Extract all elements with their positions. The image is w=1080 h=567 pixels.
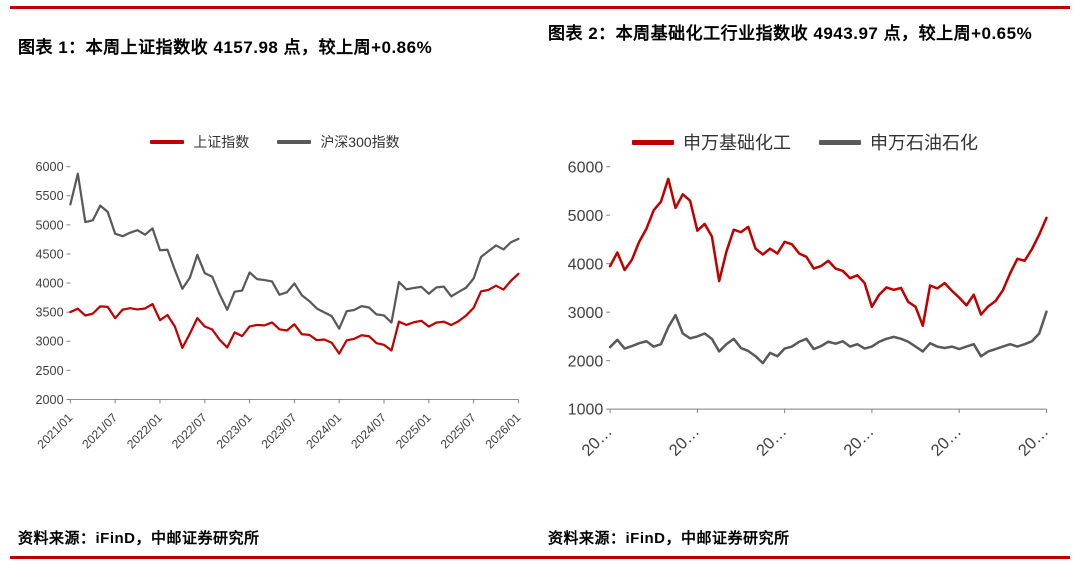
legend-swatch-shanghai-composite [150, 140, 185, 144]
legend-swatch-csi-300 [277, 140, 312, 144]
series-line-sw-petroleum-petrochemicals [608, 310, 1048, 365]
y-axis-tick-label: 3500 [36, 306, 64, 320]
x-axis-tick-label: 20… [578, 423, 615, 460]
figure-2-source: 资料来源：iFinD，中邮证券研究所 [548, 530, 790, 547]
x-axis-tick-label: 2024/07 [348, 410, 389, 451]
y-axis-tick-label: 2000 [568, 353, 604, 370]
x-axis-tick-label: 2025/01 [393, 410, 434, 451]
figure-1-column: 图表 1：本周上证指数收 4157.98 点，较上周+0.86% 上证指数 沪深3… [10, 15, 540, 550]
y-axis-tick-label: 5500 [36, 189, 64, 203]
x-axis-tick-label: 2025/07 [438, 410, 479, 451]
x-axis-tick-label: 20… [928, 423, 965, 460]
series-line-sw-basic-chemicals [608, 177, 1048, 328]
series-line-csi-300 [69, 172, 520, 330]
y-axis-tick-label: 2000 [36, 393, 64, 407]
y-axis-tick-label: 4500 [36, 247, 64, 261]
x-axis-tick-label: 2023/01 [214, 410, 255, 451]
line-chart-svg: 2000 2500 3000 3500 4000 4500 5000 5500 6000 2021… [35, 160, 524, 451]
legend-label-csi-300: 沪深300指数 [320, 134, 400, 150]
y-axis-tick-label: 5000 [568, 208, 604, 225]
x-axis-tick-label: 2026/01 [483, 410, 524, 451]
figure-1-title: 图表 1：本周上证指数收 4157.98 点，较上周+0.86% [18, 38, 433, 57]
figure-1-plot-area: 2000 2500 3000 3500 4000 4500 5000 5500 6000 2021… [18, 157, 532, 463]
legend-label-sw-basic-chemicals: 申万基础化工 [683, 133, 791, 153]
x-axis-tick-label: 2023/07 [259, 410, 300, 451]
y-axis-tick-label: 6000 [36, 160, 64, 174]
y-axis-tick-label: 4000 [36, 276, 64, 290]
figure-2-legend: 申万基础化工 申万石油石化 [548, 129, 1062, 155]
top-red-rule [10, 6, 1070, 9]
bottom-red-rule [10, 556, 1070, 559]
figure-2-title: 图表 2：本周基础化工行业指数收 4943.97 点，较上周+0.65% [548, 24, 1033, 43]
x-axis-tick-label: 20… [840, 423, 877, 460]
figure-2-chart: 申万基础化工 申万石油石化 1000 2000 3000 4000 5000 6000 20…… [548, 91, 1062, 521]
legend-label-shanghai-composite: 上证指数 [193, 134, 250, 150]
legend-item-shanghai-composite: 上证指数 [150, 132, 249, 152]
x-axis-tick-label: 2021/07 [79, 410, 120, 451]
legend-swatch-sw-basic-chemicals [632, 139, 674, 145]
figure-2-column: 图表 2：本周基础化工行业指数收 4943.97 点，较上周+0.65% 申万基… [540, 15, 1070, 550]
line-chart-svg: 1000 2000 3000 4000 5000 6000 20… 20… 20… 20… 20… 2… [568, 159, 1053, 460]
figures-grid: 图表 1：本周上证指数收 4157.98 点，较上周+0.86% 上证指数 沪深3… [10, 15, 1070, 550]
series-line-shanghai-composite [69, 272, 520, 355]
legend-item-sw-petroleum-petrochemicals: 申万石油石化 [819, 129, 978, 155]
y-axis-tick-label: 5000 [36, 218, 64, 232]
y-axis-tick-label: 3000 [36, 335, 64, 349]
y-axis-tick-label: 2500 [36, 364, 64, 378]
y-axis-tick-label: 6000 [568, 159, 604, 176]
figure-1-source: 资料来源：iFinD，中邮证券研究所 [18, 530, 260, 547]
figure-1-chart: 上证指数 沪深300指数 2000 2500 3000 3500 4000 4500 5000… [18, 91, 532, 521]
figure-1-legend: 上证指数 沪深300指数 [18, 129, 532, 155]
legend-item-sw-basic-chemicals: 申万基础化工 [632, 129, 791, 155]
figure-2-plot-area: 1000 2000 3000 4000 5000 6000 20… 20… 20… 20… 20… 2… [548, 157, 1062, 463]
x-axis-tick-label: 20… [1015, 423, 1052, 460]
legend-swatch-sw-petroleum-petrochemicals [819, 139, 861, 145]
x-axis-tick-label: 2022/07 [169, 410, 210, 451]
x-axis-tick-label: 2022/01 [124, 410, 165, 451]
x-axis-tick-label: 20… [753, 423, 790, 460]
y-axis-tick-label: 1000 [568, 402, 604, 419]
legend-label-sw-petroleum-petrochemicals: 申万石油石化 [870, 133, 978, 153]
x-axis-tick-label: 2024/01 [303, 410, 344, 451]
x-axis-tick-label: 20… [666, 423, 703, 460]
y-axis-tick-label: 3000 [568, 305, 604, 322]
x-axis-tick-label: 2021/01 [35, 410, 76, 451]
legend-item-csi-300: 沪深300指数 [277, 132, 400, 152]
y-axis-tick-label: 4000 [568, 256, 604, 273]
